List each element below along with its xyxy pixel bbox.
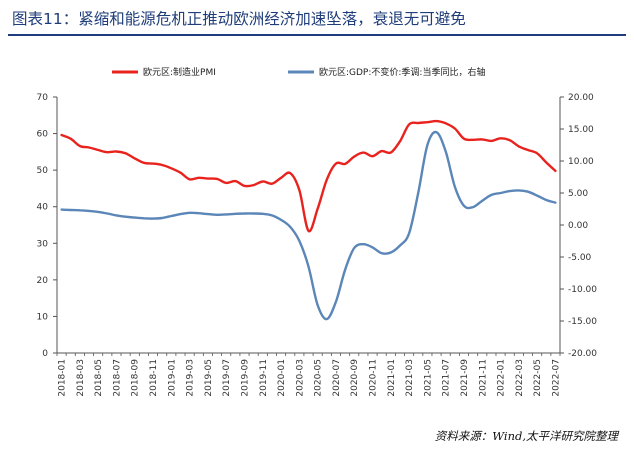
x-tick-label: 2021-05 (423, 359, 433, 397)
x-tick-label: 2021-11 (478, 359, 488, 397)
x-tick-label: 2022-07 (551, 359, 561, 397)
left-tick-label: 20 (37, 276, 49, 286)
x-tick-label: 2020-05 (314, 359, 324, 397)
left-tick-label: 50 (37, 166, 49, 176)
x-tick-label: 2021-01 (387, 359, 397, 397)
legend-label-gdp: 欧元区:GDP:不变价:季调:当季同比，右轴 (319, 66, 485, 78)
left-tick-label: 60 (37, 130, 49, 140)
x-tick-label: 2020-09 (350, 359, 360, 397)
chart-series (60, 119, 557, 321)
x-tick-label: 2018-09 (131, 359, 141, 397)
right-tick-label: -15.00 (568, 317, 597, 327)
title-divider (8, 34, 626, 36)
x-tick-label: 2019-03 (186, 359, 196, 397)
right-tick-label: 15.00 (568, 125, 594, 135)
x-tick-label: 2019-09 (240, 359, 250, 397)
x-tick-label: 2020-03 (295, 359, 305, 397)
chart-axes: 0 10 20 30 40 50 60 70 -20.00 -15.00 -10.00 -5.00 0.… (37, 93, 598, 397)
left-tick-label: 30 (37, 239, 49, 249)
left-tick-label: 10 (37, 312, 49, 322)
x-tick-label: 2021-09 (460, 359, 470, 397)
series-line-gdp (60, 130, 557, 321)
right-tick-label: 5.00 (568, 189, 588, 199)
x-tick-label: 2019-07 (222, 359, 232, 397)
left-tick-label: 40 (37, 203, 49, 213)
x-tick-label: 2018-11 (149, 359, 159, 397)
right-tick-label: 10.00 (568, 157, 594, 167)
x-tick-label: 2018-05 (94, 359, 104, 397)
left-tick-label: 0 (42, 349, 48, 359)
legend-label-pmi: 欧元区:制造业PMI (143, 66, 216, 78)
right-tick-label: 20.00 (568, 93, 594, 103)
left-tick-label: 70 (37, 93, 49, 103)
right-tick-label: -10.00 (568, 285, 597, 295)
x-tick-label: 2021-03 (405, 359, 415, 397)
chart-legend: 欧元区:制造业PMI 欧元区:GDP:不变价:季调:当季同比，右轴 (112, 66, 485, 78)
x-tick-label: 2019-01 (167, 359, 177, 397)
x-tick-label: 2018-01 (58, 359, 68, 397)
x-tick-label: 2020-07 (332, 359, 342, 397)
x-tick-label: 2018-07 (112, 359, 122, 397)
x-tick-label: 2020-01 (277, 359, 287, 397)
chart-title: 图表11：紧缩和能源危机正推动欧洲经济加速坠落，衰退无可避免 (12, 10, 466, 28)
right-tick-label: 0.00 (568, 221, 588, 231)
right-tick-label: -20.00 (568, 349, 597, 359)
x-tick-label: 2018-03 (76, 359, 86, 397)
dual-axis-line-chart: 欧元区:制造业PMI 欧元区:GDP:不变价:季调:当季同比，右轴 0 10 20 3… (37, 66, 598, 397)
x-tick-label: 2019-11 (259, 359, 269, 397)
x-tick-label: 2020-11 (369, 359, 379, 397)
right-tick-label: -5.00 (568, 253, 592, 263)
x-tick-label: 2021-07 (442, 359, 452, 397)
x-tick-label: 2019-05 (204, 359, 214, 397)
series-line-pmi (60, 119, 557, 233)
source-note: 资料来源：Wind,太平洋研究院整理 (434, 429, 618, 443)
x-tick-label: 2022-01 (497, 359, 507, 397)
x-tick-label: 2022-05 (533, 359, 543, 397)
x-tick-label: 2022-03 (515, 359, 525, 397)
